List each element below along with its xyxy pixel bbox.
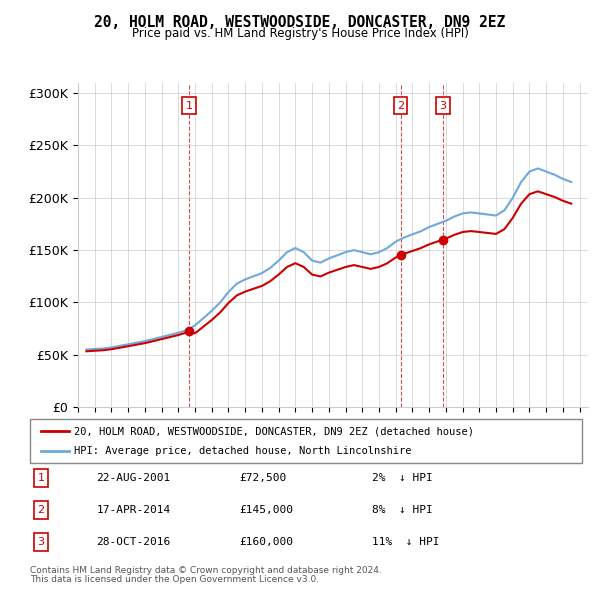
Text: Price paid vs. HM Land Registry's House Price Index (HPI): Price paid vs. HM Land Registry's House … (131, 27, 469, 40)
Text: 11%  ↓ HPI: 11% ↓ HPI (372, 537, 440, 547)
Text: 20, HOLM ROAD, WESTWOODSIDE, DONCASTER, DN9 2EZ (detached house): 20, HOLM ROAD, WESTWOODSIDE, DONCASTER, … (74, 427, 474, 436)
Text: Contains HM Land Registry data © Crown copyright and database right 2024.: Contains HM Land Registry data © Crown c… (30, 566, 382, 575)
Text: 22-AUG-2001: 22-AUG-2001 (96, 473, 170, 483)
Text: 20, HOLM ROAD, WESTWOODSIDE, DONCASTER, DN9 2EZ: 20, HOLM ROAD, WESTWOODSIDE, DONCASTER, … (94, 15, 506, 30)
Text: HPI: Average price, detached house, North Lincolnshire: HPI: Average price, detached house, Nort… (74, 446, 412, 455)
Text: £160,000: £160,000 (240, 537, 294, 547)
Text: 1: 1 (185, 101, 193, 111)
Text: 2%  ↓ HPI: 2% ↓ HPI (372, 473, 433, 483)
Text: This data is licensed under the Open Government Licence v3.0.: This data is licensed under the Open Gov… (30, 575, 319, 584)
Text: 2: 2 (37, 505, 44, 515)
FancyBboxPatch shape (30, 419, 582, 463)
Text: 2: 2 (397, 101, 404, 111)
Text: 3: 3 (440, 101, 446, 111)
Text: £145,000: £145,000 (240, 505, 294, 515)
Text: 8%  ↓ HPI: 8% ↓ HPI (372, 505, 433, 515)
Text: 3: 3 (38, 537, 44, 547)
Text: 28-OCT-2016: 28-OCT-2016 (96, 537, 170, 547)
Text: 17-APR-2014: 17-APR-2014 (96, 505, 170, 515)
Text: 1: 1 (38, 473, 44, 483)
Text: £72,500: £72,500 (240, 473, 287, 483)
